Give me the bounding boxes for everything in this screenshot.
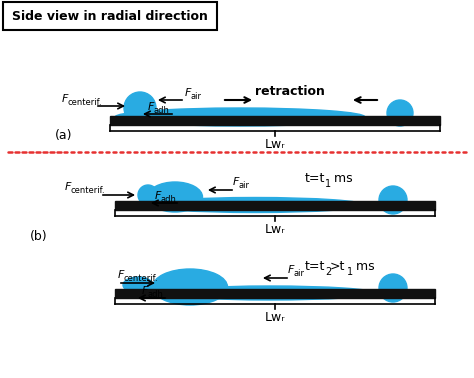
- Ellipse shape: [147, 182, 202, 212]
- Text: F: F: [148, 102, 155, 112]
- Circle shape: [379, 186, 407, 214]
- Text: F: F: [233, 177, 239, 187]
- Text: air: air: [191, 92, 202, 101]
- Text: adh: adh: [161, 195, 177, 204]
- Circle shape: [138, 185, 158, 205]
- Circle shape: [124, 92, 156, 124]
- Text: t=t: t=t: [305, 172, 325, 185]
- Text: air: air: [294, 269, 305, 278]
- Text: Side view in radial direction: Side view in radial direction: [12, 9, 208, 23]
- FancyBboxPatch shape: [3, 2, 217, 30]
- Ellipse shape: [145, 197, 365, 212]
- Ellipse shape: [123, 277, 153, 293]
- Ellipse shape: [165, 286, 375, 300]
- Bar: [115, 288, 435, 297]
- Text: adh: adh: [154, 106, 170, 115]
- Text: F: F: [185, 88, 191, 98]
- Text: 2: 2: [325, 267, 331, 277]
- Circle shape: [387, 100, 413, 126]
- Text: 1: 1: [347, 267, 353, 277]
- Text: centerif.: centerif.: [68, 98, 103, 107]
- Text: (b): (b): [30, 230, 47, 243]
- Text: t=t: t=t: [305, 260, 325, 273]
- Text: centerif.: centerif.: [71, 186, 106, 195]
- Ellipse shape: [115, 108, 365, 126]
- Text: F: F: [288, 265, 294, 275]
- Text: centerif.: centerif.: [124, 274, 159, 283]
- Text: ms: ms: [330, 172, 353, 185]
- Text: air: air: [239, 181, 250, 190]
- Text: F: F: [62, 94, 68, 104]
- Text: F: F: [155, 191, 161, 201]
- Text: 1: 1: [325, 179, 331, 189]
- Text: F: F: [142, 286, 148, 296]
- Text: >t: >t: [330, 260, 346, 273]
- Text: (a): (a): [55, 129, 73, 142]
- Bar: [115, 200, 435, 209]
- Text: retraction: retraction: [255, 85, 325, 98]
- Text: Lwᵣ: Lwᵣ: [265, 223, 285, 236]
- Ellipse shape: [153, 269, 228, 305]
- Text: adh: adh: [148, 290, 164, 299]
- Text: F: F: [118, 270, 124, 280]
- Text: F: F: [65, 182, 72, 192]
- Bar: [110, 116, 440, 124]
- Text: Lwᵣ: Lwᵣ: [265, 311, 285, 324]
- Circle shape: [379, 274, 407, 302]
- Text: ms: ms: [352, 260, 374, 273]
- Text: Lwᵣ: Lwᵣ: [265, 138, 285, 151]
